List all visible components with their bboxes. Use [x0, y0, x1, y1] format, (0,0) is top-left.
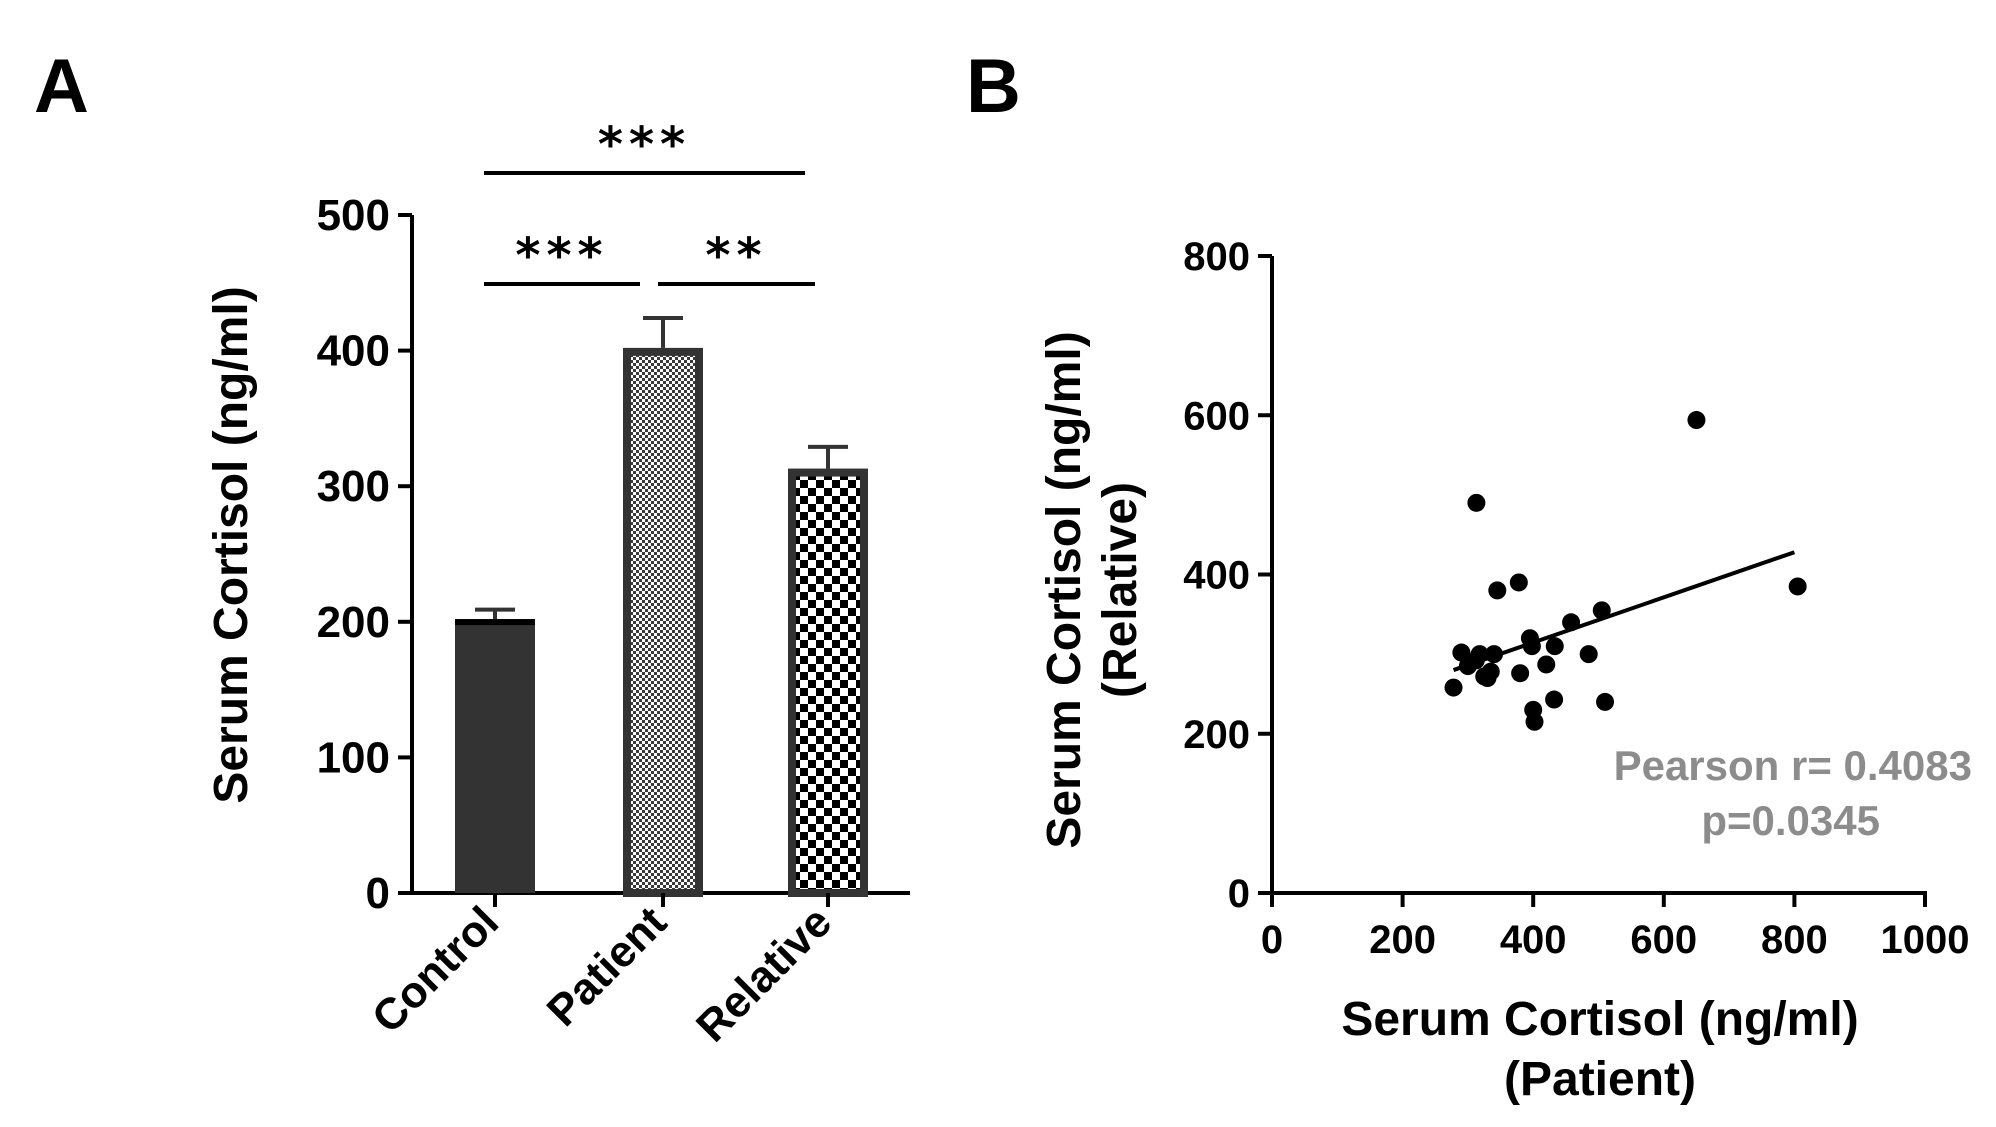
panel-b-y-tick-label: 400: [1183, 554, 1250, 598]
panel-b-data-point: [1452, 643, 1471, 662]
panel-b-data-point: [1545, 690, 1564, 709]
panel-a-bar-top: [455, 619, 535, 626]
panel-b-data-point: [1687, 411, 1706, 430]
panel-b-scatter-chart: 0 200 400 600 800 0 200 400 600 800 1000 Serum Co…: [1038, 235, 1972, 1106]
panel-a-significance-label: **: [705, 228, 767, 284]
panel-b-y-ticks: 0 200 400 600 800: [1183, 235, 1272, 916]
panel-a-y-axis-title: Serum Cortisol (ng/ml): [205, 286, 258, 803]
panel-b-data-point: [1511, 664, 1530, 683]
panel-b-data-point: [1522, 637, 1541, 656]
panel-b-y-tick-label: 200: [1183, 713, 1250, 757]
panel-b-y-axis-title: Serum Cortisol (ng/ml): [1038, 331, 1091, 848]
panel-b-y-axis-subtitle: (Relative): [1094, 482, 1147, 698]
panel-a-y-tick-label: 300: [317, 462, 390, 511]
panel-a-letter: A: [34, 44, 89, 129]
panel-b-x-axis-subtitle: (Patient): [1504, 1053, 1696, 1106]
panel-b-x-tick-label: 400: [1500, 918, 1567, 962]
panel-b-data-point: [1467, 493, 1486, 512]
panel-b-data-point: [1788, 577, 1807, 596]
panel-b-letter: B: [966, 44, 1021, 129]
panel-b-data-point: [1525, 712, 1544, 731]
panel-a-bar: [788, 468, 868, 897]
panel-b-data-point: [1481, 662, 1500, 681]
panel-b-p-value: p=0.0345: [1701, 797, 1880, 844]
panel-b-x-tick-label: 1000: [1881, 918, 1970, 962]
panel-a-y-tick-label: 400: [317, 327, 390, 376]
panel-b-y-tick-label: 0: [1228, 872, 1250, 916]
panel-a-x-tick-label: Relative: [687, 897, 841, 1051]
panel-b-regression-line: [1452, 550, 1796, 672]
panel-b-y-tick-label: 800: [1183, 235, 1250, 279]
panel-a-y-ticks: 0 100 200 300 400 500: [317, 191, 412, 918]
panel-b-x-axis-title: Serum Cortisol (ng/ml): [1341, 993, 1858, 1046]
panel-a-bars: [455, 316, 868, 897]
panel-b-y-tick-label: 600: [1183, 394, 1250, 438]
panel-b-data-point: [1596, 692, 1615, 711]
panel-b-x-tick-label: 800: [1761, 918, 1828, 962]
panel-a-significance-label: ***: [598, 117, 691, 173]
panel-a-x-tick-label: Patient: [538, 897, 677, 1036]
panel-b-data-point: [1579, 645, 1598, 664]
panel-b-data-point: [1545, 637, 1564, 656]
panel-a-y-tick-label: 200: [317, 598, 390, 647]
panel-b-x-ticks: 0 200 400 600 800 1000: [1261, 893, 1970, 962]
panel-a-x-ticks: Control Patient Relative: [363, 893, 841, 1051]
panel-b-data-point: [1509, 573, 1528, 592]
panel-b-points: [1444, 411, 1807, 731]
panel-a-significance: *** *****: [484, 117, 815, 286]
panel-b-data-point: [1562, 613, 1581, 632]
panel-a-y-tick-label: 500: [317, 191, 390, 240]
panel-b-data-point: [1537, 655, 1556, 674]
panel-b-data-point: [1488, 581, 1507, 600]
panel-a-y-tick-label: 0: [366, 869, 390, 918]
panel-a-x-tick-label: Control: [363, 897, 508, 1042]
panel-b-x-tick-label: 0: [1261, 918, 1283, 962]
panel-b-data-point: [1485, 645, 1504, 664]
panel-b-data-point: [1592, 601, 1611, 620]
panel-b-fit-line: [1452, 550, 1796, 672]
panel-b-x-tick-label: 600: [1630, 918, 1697, 962]
panel-a-bar: [455, 619, 535, 893]
panel-b-x-tick-label: 200: [1369, 918, 1436, 962]
panel-b-data-point: [1444, 678, 1463, 697]
panel-a-significance-label: ***: [515, 228, 608, 284]
panel-a-y-tick-label: 100: [317, 733, 390, 782]
panel-a-bar: [623, 347, 703, 897]
panel-b-data-point: [1470, 645, 1489, 664]
panel-b-pearson-r: Pearson r= 0.4083: [1614, 742, 1972, 789]
